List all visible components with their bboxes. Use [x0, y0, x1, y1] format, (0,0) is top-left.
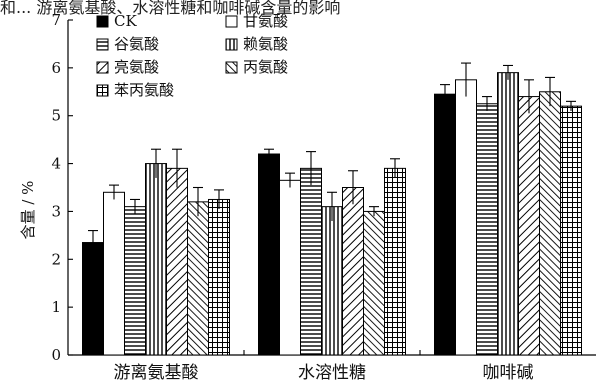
bars-layer: [82, 62, 582, 356]
bar: [518, 96, 540, 356]
y-tick-label: 0: [51, 346, 61, 364]
legend-label: CK: [114, 12, 137, 30]
legend-swatch: [225, 38, 238, 51]
bar: [103, 191, 125, 356]
bar: [497, 72, 519, 356]
bar: [145, 163, 167, 356]
bar: [300, 167, 322, 356]
y-tick-label: 6: [51, 59, 61, 77]
legend-swatch: [96, 15, 109, 28]
bar: [560, 105, 582, 356]
y-tick-label: 2: [51, 250, 61, 268]
y-tick-label: 1: [51, 298, 61, 316]
y-tick-label: 5: [51, 107, 61, 125]
legend-label: 亮氨酸: [114, 58, 159, 76]
legend-label: 丙氨酸: [243, 58, 288, 76]
bar: [476, 103, 498, 356]
bar: [187, 201, 209, 356]
bar: [384, 167, 406, 356]
header-text: 和... 游离氨基酸、水溶性糖和咖啡碱含量的影响: [0, 0, 340, 17]
bar: [208, 198, 230, 356]
bar: [363, 210, 385, 356]
category-label: 咖啡碱: [483, 363, 534, 383]
y-tick-label: 4: [51, 155, 61, 173]
bar: [455, 79, 477, 356]
bar: [342, 187, 364, 356]
y-tick-label: 7: [51, 11, 61, 29]
bar: [539, 91, 561, 356]
legend-label: 甘氨酸: [243, 12, 288, 30]
bar: [279, 179, 301, 356]
bar: [321, 206, 343, 356]
legend-swatch: [96, 84, 109, 97]
legend-label: 赖氨酸: [243, 35, 288, 53]
bar: [82, 242, 104, 356]
y-tick-label: 3: [51, 202, 61, 220]
bar: [258, 153, 280, 356]
y-axis-label: 含量 / %: [19, 181, 37, 240]
bar: [124, 206, 146, 356]
legend-label: 苯丙氨酸: [114, 81, 174, 99]
legend-swatch: [225, 15, 238, 28]
bar: [434, 93, 456, 356]
bar: [166, 167, 188, 356]
category-label: 游离氨基酸: [114, 363, 199, 383]
legend-label: 谷氨酸: [114, 35, 159, 53]
legend-swatch: [96, 38, 109, 51]
legend-swatch: [96, 61, 109, 74]
category-label: 水溶性糖: [298, 363, 366, 383]
legend-swatch: [225, 61, 238, 74]
